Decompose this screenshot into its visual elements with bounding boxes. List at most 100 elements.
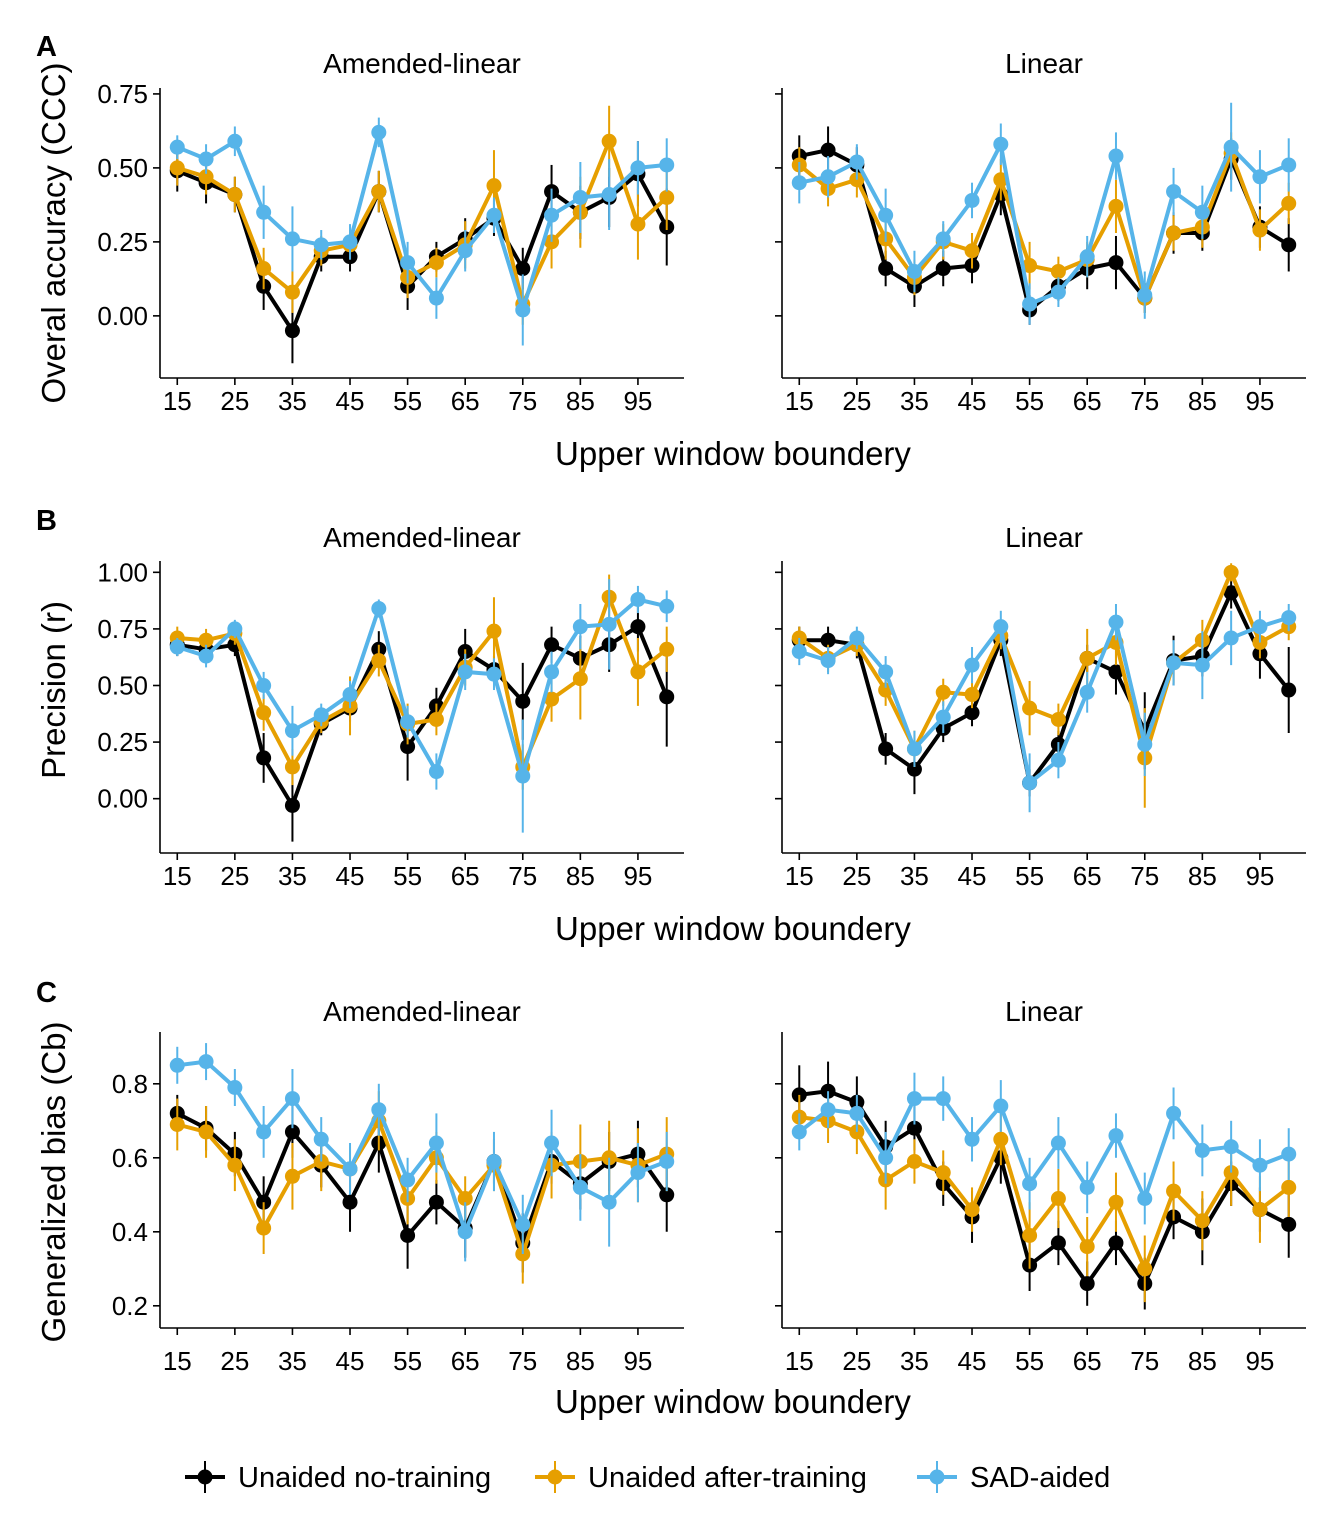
x-tick-label: 35	[278, 861, 307, 891]
x-tick-label: 35	[278, 386, 307, 416]
x-tick-label: 65	[451, 1346, 480, 1376]
series-line	[176, 597, 668, 778]
legend-key-point	[929, 1469, 945, 1485]
data-point	[1281, 610, 1297, 626]
data-point	[572, 619, 588, 635]
data-point	[935, 1165, 951, 1181]
x-tick-label: 75	[1130, 1346, 1159, 1376]
data-point	[428, 290, 444, 306]
data-point	[284, 323, 300, 339]
data-point	[284, 759, 300, 775]
data-point	[659, 189, 675, 205]
panel-c-linear: Linear 15 25 35 45 55 65 75 85 95	[775, 996, 1306, 1376]
data-point	[601, 187, 617, 203]
x-tick-label: 45	[958, 1346, 987, 1376]
panel-c-amended-linear: Amended-linear 0.2 0.4 0.6 0.8 15 25 35 45 55 65 75…	[112, 996, 684, 1376]
data-point	[169, 639, 185, 655]
data-point	[1108, 148, 1124, 164]
data-point	[1281, 1146, 1297, 1162]
x-tick-label: 15	[163, 1346, 192, 1376]
data-point	[1108, 614, 1124, 630]
data-point	[256, 261, 272, 277]
panel-letter: B	[36, 505, 57, 537]
data-point	[544, 637, 560, 653]
y-tick-label: 0.00	[97, 301, 148, 331]
data-point	[1281, 195, 1297, 211]
x-tick-label: 75	[508, 386, 537, 416]
data-point	[1079, 1239, 1095, 1255]
data-point	[428, 1194, 444, 1210]
data-point	[1194, 204, 1210, 220]
data-point	[1022, 775, 1038, 791]
panel-a-linear: Linear 15 25 35 45 55 65 75 85 95	[775, 48, 1306, 416]
panel-letter: A	[36, 31, 57, 63]
y-axis-title: Precision (r)	[35, 601, 72, 779]
data-point	[993, 1098, 1009, 1114]
data-point	[1108, 1235, 1124, 1251]
data-point	[1281, 237, 1297, 253]
x-tick-label: 55	[393, 1346, 422, 1376]
x-tick-label: 65	[1073, 386, 1102, 416]
series-unaided-after-training	[791, 1094, 1297, 1303]
data-point	[572, 1179, 588, 1195]
x-axis-title: Upper window boundery	[555, 1383, 911, 1420]
data-point	[1050, 1135, 1066, 1151]
data-point	[659, 1187, 675, 1203]
data-point	[878, 207, 894, 223]
row-c: C Generalized bias (Cb) Upper window bound…	[35, 977, 1306, 1420]
data-point	[791, 1124, 807, 1140]
data-point	[935, 231, 951, 247]
y-tick-label: 0.50	[97, 153, 148, 183]
x-tick-label: 55	[393, 861, 422, 891]
data-point	[198, 648, 214, 664]
data-point	[964, 192, 980, 208]
data-point	[486, 207, 502, 223]
data-point	[486, 623, 502, 639]
data-point	[1166, 1183, 1182, 1199]
data-point	[457, 664, 473, 680]
data-point	[1223, 1139, 1239, 1155]
data-point	[428, 711, 444, 727]
data-point	[964, 1202, 980, 1218]
data-point	[964, 705, 980, 721]
data-point	[659, 1154, 675, 1169]
data-point	[993, 1131, 1009, 1147]
data-point	[428, 764, 444, 780]
data-point	[486, 666, 502, 682]
data-point	[256, 677, 272, 693]
data-point	[198, 632, 214, 648]
panel-title: Linear	[1005, 48, 1083, 79]
x-tick-label: 25	[220, 386, 249, 416]
x-tick-label: 65	[1073, 1346, 1102, 1376]
data-point	[284, 231, 300, 247]
data-point	[227, 621, 243, 637]
data-point	[630, 591, 646, 607]
data-point	[1166, 225, 1182, 241]
x-tick-label: 75	[1130, 386, 1159, 416]
series-unaided-after-training	[169, 1091, 675, 1284]
series-sad-aided	[791, 604, 1297, 813]
series-unaided-after-training	[791, 132, 1297, 313]
data-point	[1079, 650, 1095, 666]
x-tick-label: 75	[508, 1346, 537, 1376]
y-tick-label: 0.00	[97, 784, 148, 814]
data-point	[371, 1102, 387, 1118]
data-point	[1050, 1235, 1066, 1251]
x-tick-label: 85	[1188, 861, 1217, 891]
x-tick-label: 25	[220, 861, 249, 891]
data-point	[820, 142, 836, 158]
series-unaided-no-training	[791, 126, 1297, 325]
x-tick-label: 85	[566, 1346, 595, 1376]
data-point	[1223, 630, 1239, 646]
x-tick-label: 35	[278, 1346, 307, 1376]
panel-title: Amended-linear	[323, 522, 521, 553]
data-point	[935, 1091, 951, 1107]
data-point	[1223, 585, 1239, 601]
x-tick-label: 65	[451, 386, 480, 416]
series-line	[798, 570, 1290, 760]
data-point	[630, 160, 646, 176]
data-point	[878, 741, 894, 757]
data-point	[515, 302, 531, 318]
data-point	[457, 243, 473, 259]
